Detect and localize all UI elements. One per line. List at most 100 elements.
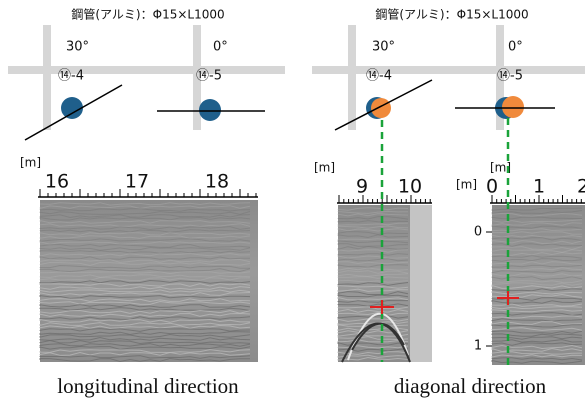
decor xyxy=(337,210,409,214)
ruler-label: 1 xyxy=(533,176,545,198)
decor xyxy=(39,202,251,206)
decor xyxy=(337,258,409,262)
depth-label: 1 xyxy=(474,339,482,354)
scan-line xyxy=(24,84,123,141)
decor xyxy=(39,258,251,263)
decor xyxy=(337,345,409,349)
caption: diagonal direction xyxy=(394,374,547,398)
decor xyxy=(491,293,583,298)
decor xyxy=(39,219,251,224)
target-label: ⑭-4 xyxy=(366,69,392,84)
decor xyxy=(39,250,251,254)
ruler xyxy=(38,189,258,198)
decor xyxy=(491,333,583,337)
decor xyxy=(337,341,409,346)
decor xyxy=(39,232,251,236)
decor xyxy=(491,330,583,334)
decor xyxy=(491,291,583,295)
decor xyxy=(39,276,250,282)
target-label: ⑭-4 xyxy=(58,69,84,84)
ruler-label: 2 xyxy=(577,176,585,198)
decor xyxy=(491,284,583,289)
decor xyxy=(39,312,251,318)
decor xyxy=(337,336,409,341)
decor xyxy=(491,324,583,328)
decor xyxy=(491,207,583,211)
decor xyxy=(491,240,583,245)
decor xyxy=(491,339,583,343)
panel-title: 鋼管(アルミ)：Φ15×L1000 xyxy=(71,7,224,22)
decor xyxy=(491,273,583,277)
decor xyxy=(491,288,583,292)
gpr-stripes xyxy=(337,207,409,361)
decor xyxy=(491,297,583,301)
decor xyxy=(39,343,251,347)
decor xyxy=(337,279,409,283)
decor xyxy=(491,258,583,262)
decor xyxy=(39,235,251,239)
decor xyxy=(491,315,583,319)
decor xyxy=(337,240,409,244)
cross-band xyxy=(193,25,201,130)
cross-band xyxy=(348,25,356,130)
decor xyxy=(337,261,409,265)
unit-label: [m] xyxy=(314,161,335,175)
decor xyxy=(337,294,409,298)
decor xyxy=(39,345,251,350)
decor xyxy=(491,351,583,355)
decor xyxy=(39,304,251,308)
decor xyxy=(491,336,583,340)
decor xyxy=(337,267,409,272)
decor xyxy=(491,344,583,350)
angle-label: 0° xyxy=(213,40,228,55)
decor xyxy=(337,306,409,310)
unit-label: [m] xyxy=(20,156,41,170)
decor xyxy=(39,331,251,336)
target-dot xyxy=(61,97,83,119)
ruler-label: 18 xyxy=(205,171,229,193)
decor xyxy=(39,268,251,273)
decor xyxy=(337,225,409,229)
gpr-stripes xyxy=(39,202,251,363)
target-dot xyxy=(371,98,391,118)
ruler-label: 10 xyxy=(398,176,422,198)
decor xyxy=(337,220,409,223)
decor xyxy=(491,280,583,284)
decor xyxy=(39,295,251,299)
decor xyxy=(337,222,409,226)
decor xyxy=(39,223,251,228)
decor xyxy=(491,225,583,229)
decor xyxy=(337,296,409,301)
decor xyxy=(337,231,408,235)
decor xyxy=(491,327,583,331)
decor xyxy=(491,246,583,251)
decor xyxy=(337,213,409,217)
decor xyxy=(39,243,251,249)
decor xyxy=(39,286,251,290)
decor xyxy=(491,251,583,256)
ruler xyxy=(490,195,585,204)
decor xyxy=(337,339,409,343)
decor xyxy=(491,248,583,253)
decor xyxy=(39,241,251,245)
gpr-stripes xyxy=(491,207,583,365)
decor xyxy=(491,303,583,307)
decor xyxy=(39,274,251,278)
decor xyxy=(491,228,583,232)
decor xyxy=(491,276,583,281)
decor xyxy=(491,216,582,220)
decor xyxy=(39,307,251,311)
decor xyxy=(491,243,583,248)
decor xyxy=(337,351,409,355)
decor xyxy=(39,324,251,329)
decor xyxy=(337,288,409,292)
decor xyxy=(491,237,583,241)
decor xyxy=(337,270,409,274)
cross-band xyxy=(43,25,51,130)
target-label: ⑭-5 xyxy=(196,69,222,84)
angle-label: 30° xyxy=(66,40,89,55)
target-label: ⑭-5 xyxy=(497,69,523,84)
decor xyxy=(39,214,251,219)
decor xyxy=(491,222,583,226)
